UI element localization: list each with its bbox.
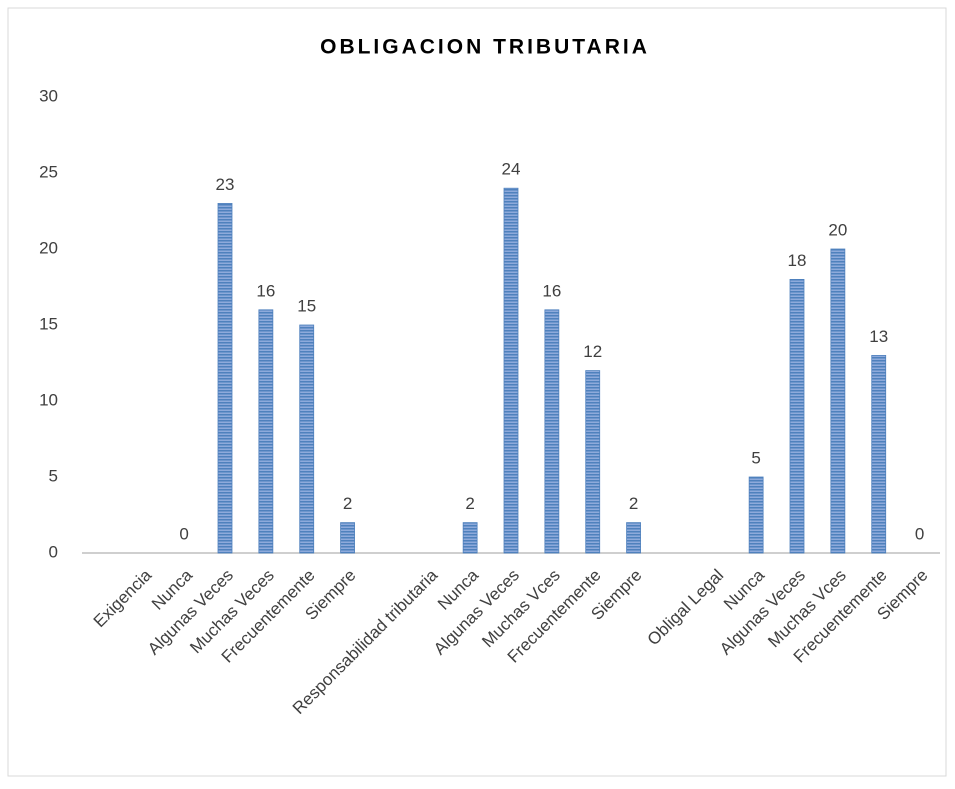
bar: [299, 324, 315, 554]
bar: [503, 187, 519, 554]
bar: [871, 354, 887, 554]
y-tick-label: 10: [39, 390, 58, 409]
bar: [462, 522, 478, 554]
data-label: 16: [542, 281, 561, 300]
bar: [340, 522, 355, 554]
data-label: 0: [179, 524, 188, 543]
y-tick-label: 25: [39, 162, 58, 181]
data-label: 16: [256, 281, 275, 300]
data-label: 0: [915, 524, 924, 543]
y-tick-label: 20: [39, 238, 58, 257]
y-tick-label: 15: [39, 314, 58, 333]
data-label: 13: [869, 327, 888, 346]
y-tick-label: 30: [39, 86, 58, 105]
y-tick-label: 5: [49, 466, 58, 485]
data-label: 12: [583, 342, 602, 361]
y-tick-label: 0: [49, 542, 58, 561]
data-label: 15: [297, 296, 316, 315]
bar: [789, 278, 805, 554]
bar: [830, 248, 846, 554]
data-label: 2: [343, 494, 352, 513]
bar: [217, 202, 233, 554]
bar: [544, 309, 560, 554]
data-label: 20: [828, 220, 847, 239]
data-label: 24: [502, 160, 521, 179]
bar: [258, 309, 274, 554]
data-label: 5: [751, 448, 760, 467]
chart-title: OBLIGACION TRIBUTARIA: [320, 36, 650, 59]
data-label: 18: [788, 251, 807, 270]
data-label: 2: [465, 494, 474, 513]
bar: [748, 476, 764, 554]
data-label: 23: [216, 175, 235, 194]
bar: [585, 370, 601, 554]
bar: [626, 522, 641, 554]
data-label: 2: [629, 494, 638, 513]
